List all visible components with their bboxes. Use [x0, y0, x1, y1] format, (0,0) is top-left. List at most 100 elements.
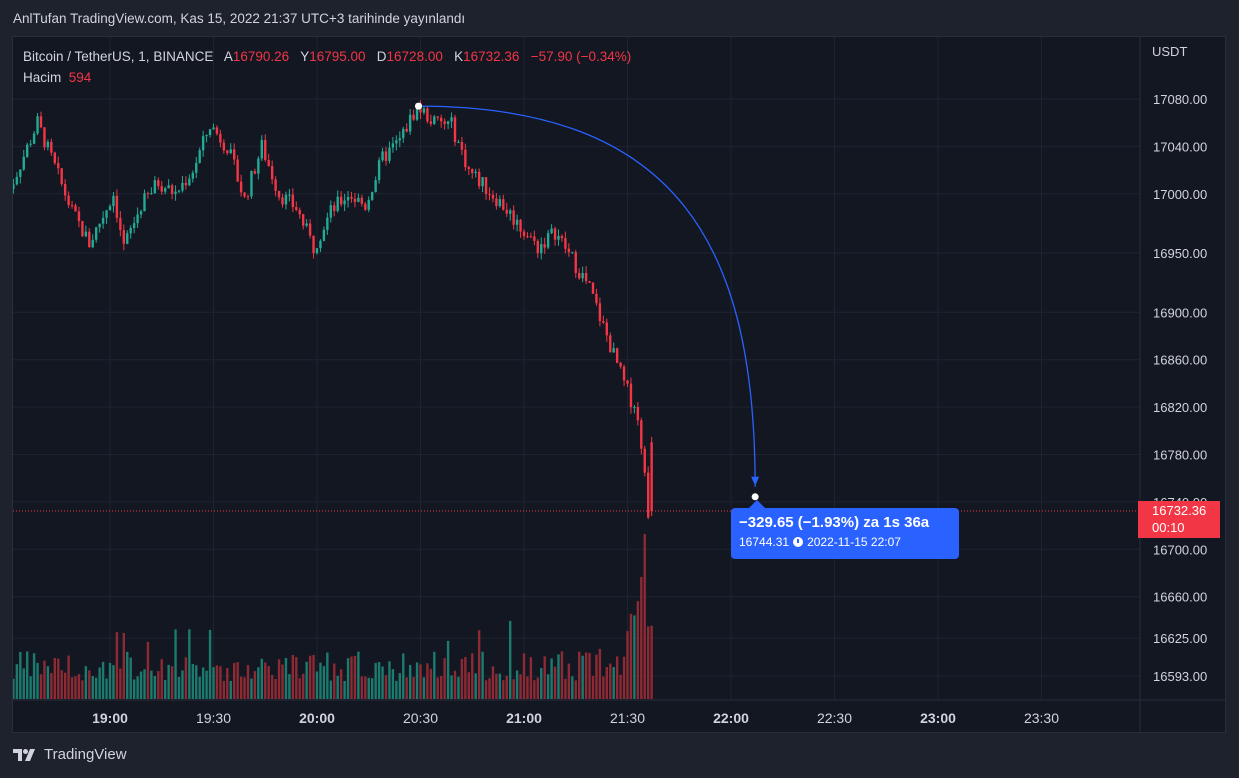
- candle-body: [636, 406, 640, 421]
- chart-canvas[interactable]: USDT 17080.00 17040.00 17000.00 16950.00 1690…: [13, 37, 1225, 732]
- candle-body: [584, 273, 588, 282]
- volume-bar: [426, 663, 429, 699]
- candle-body: [615, 348, 619, 363]
- candle-body: [22, 156, 25, 170]
- volume-label[interactable]: Hacim: [23, 70, 62, 85]
- candle-body: [74, 205, 77, 212]
- candle-body: [129, 228, 132, 234]
- volume-bar: [602, 676, 605, 699]
- volume-bar: [105, 678, 108, 699]
- candle-body: [415, 103, 419, 120]
- volume-bar: [633, 615, 636, 699]
- candle-body: [367, 199, 370, 210]
- volume-bar: [336, 675, 339, 699]
- candle-body: [578, 273, 581, 279]
- candle-body: [26, 144, 29, 157]
- volume-bar: [498, 673, 502, 699]
- volume-bar: [360, 676, 364, 699]
- volume-bar: [46, 666, 50, 699]
- volume-bar: [626, 631, 629, 699]
- candle-body: [243, 192, 246, 197]
- volume-bar: [436, 677, 439, 699]
- volume-bar: [91, 676, 94, 699]
- candle-body: [464, 149, 467, 168]
- time-tick-label: 23:00: [920, 710, 956, 726]
- volume-bar: [540, 668, 543, 699]
- candle-body: [291, 194, 295, 208]
- volume-bar: [398, 673, 401, 699]
- candle-body: [53, 152, 56, 164]
- volume-bar: [29, 676, 32, 699]
- candle-body: [281, 197, 284, 205]
- candle-body: [222, 142, 226, 151]
- volume-bar: [195, 665, 198, 699]
- brand[interactable]: TradingView: [13, 746, 127, 763]
- volume-bar: [333, 663, 336, 699]
- volume-bar: [443, 658, 446, 699]
- volume-bar: [260, 658, 263, 699]
- candle-body: [70, 205, 74, 207]
- candle-body: [471, 168, 474, 174]
- time-tick-label: 20:30: [403, 710, 438, 726]
- volume-bar: [433, 651, 436, 699]
- candle-body: [460, 141, 464, 150]
- candle-body: [395, 140, 398, 144]
- price-tick-label: 16900.00: [1153, 305, 1207, 320]
- low-value: 16728.00: [386, 49, 443, 64]
- volume-bar: [13, 678, 15, 699]
- candle-body: [298, 209, 301, 215]
- volume-bar: [177, 676, 181, 699]
- volume-bar: [98, 667, 101, 699]
- volume-bar: [181, 670, 184, 699]
- volume-bar: [346, 658, 350, 699]
- volume-bar: [143, 669, 146, 699]
- volume-bar: [308, 655, 312, 699]
- volume-bar: [450, 675, 453, 699]
- candle-body: [509, 210, 512, 214]
- volume-bar: [322, 666, 326, 699]
- candle-body: [174, 191, 177, 195]
- symbol-title[interactable]: Bitcoin / TetherUS, 1, BINANCE: [23, 49, 214, 64]
- volume-bar: [412, 676, 415, 699]
- volume-bar: [264, 662, 267, 699]
- candle-body: [574, 252, 577, 274]
- candle-body: [264, 139, 267, 161]
- volume-bar: [84, 666, 88, 699]
- chart-frame[interactable]: USDT 17080.00 17040.00 17000.00 16950.00 1690…: [12, 36, 1226, 733]
- candle-body: [381, 151, 384, 161]
- candle-body: [557, 235, 560, 240]
- candle-body: [343, 200, 346, 205]
- volume-bar: [270, 674, 274, 699]
- candle-body: [60, 168, 63, 185]
- volume-bar: [567, 663, 571, 699]
- volume-bar: [115, 632, 119, 699]
- volume-bar: [32, 653, 36, 699]
- price-tick-label: 16593.00: [1153, 669, 1207, 684]
- candle-body: [546, 233, 550, 248]
- volume-bar: [74, 676, 77, 699]
- volume-bar: [298, 678, 301, 699]
- volume-bar: [343, 680, 346, 699]
- volume-bar: [132, 679, 136, 699]
- volume-bar: [129, 657, 132, 699]
- measure-result: −329.65 (−1.93%) za 1s 36a: [739, 514, 930, 531]
- candle-body: [50, 141, 53, 153]
- candle-body: [643, 448, 646, 473]
- volume-bar: [533, 680, 536, 699]
- candle-body: [588, 281, 591, 283]
- candle-body: [519, 219, 522, 232]
- volume-bar: [284, 658, 288, 699]
- volume-bar: [377, 662, 381, 699]
- volume-bar: [605, 667, 608, 699]
- volume-bar: [63, 672, 67, 699]
- volume-bar: [150, 670, 153, 699]
- candle-body: [436, 116, 439, 118]
- volume-bar: [295, 657, 298, 699]
- volume-bar: [546, 674, 550, 699]
- volume-bar: [201, 667, 205, 699]
- candle-body: [526, 236, 529, 238]
- volume-bar: [233, 662, 236, 699]
- candle-body: [505, 209, 508, 214]
- candle-body: [602, 321, 605, 323]
- candle-body: [502, 199, 505, 210]
